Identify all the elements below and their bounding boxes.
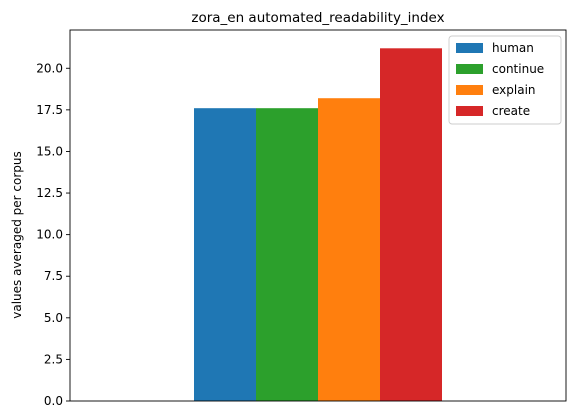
y-tick-label: 10.0	[36, 228, 63, 242]
legend-label-continue: continue	[492, 62, 544, 76]
bar-human	[194, 108, 256, 402]
chart-title: zora_en automated_readability_index	[191, 10, 444, 26]
bar-create	[380, 48, 442, 402]
y-tick-label: 0.0	[44, 394, 63, 408]
bar-explain	[318, 98, 380, 402]
y-tick-label: 20.0	[36, 61, 63, 75]
legend-swatch-explain	[456, 85, 483, 95]
legend-swatch-create	[456, 106, 483, 116]
legend-label-explain: explain	[492, 83, 536, 97]
y-tick-label: 5.0	[44, 311, 63, 325]
legend-label-create: create	[492, 104, 530, 118]
y-axis: 0.0 2.5 5.0 7.5 10.0 12.5 15.0 17.5 20.0	[36, 61, 70, 408]
legend-label-human: human	[492, 41, 534, 55]
y-tick-label: 7.5	[44, 269, 63, 283]
legend-swatch-human	[456, 43, 483, 53]
y-axis-label: values averaged per corpus	[10, 151, 24, 319]
y-tick-label: 17.5	[36, 103, 63, 117]
plot-frame	[69, 29, 567, 402]
y-tick-label: 15.0	[36, 144, 63, 158]
bars-group	[194, 48, 442, 402]
legend-swatch-continue	[456, 64, 483, 74]
bar-continue	[256, 108, 318, 402]
legend: human continue explain create	[448, 35, 562, 125]
y-tick-label: 2.5	[44, 352, 63, 366]
y-tick-label: 12.5	[36, 186, 63, 200]
legend-box	[448, 35, 562, 125]
